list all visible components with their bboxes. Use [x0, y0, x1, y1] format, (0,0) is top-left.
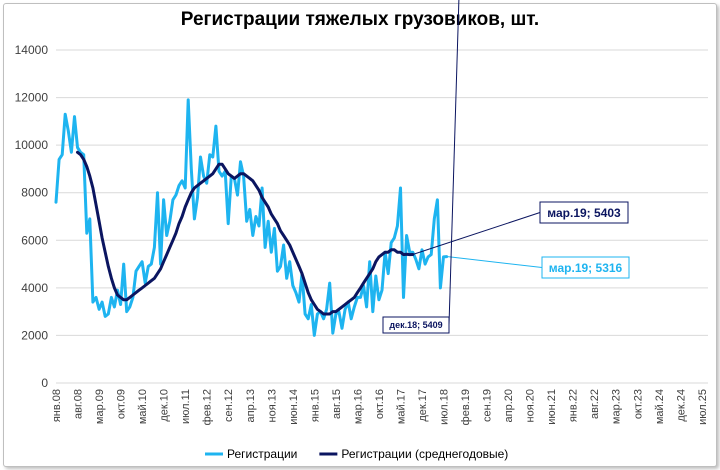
- x-tick-label: сен.12: [223, 389, 235, 422]
- x-tick-label: июл.11: [180, 389, 192, 424]
- x-tick-label: дек.17: [417, 389, 429, 422]
- y-tick-label: 2000: [21, 328, 48, 342]
- annotation-box: [539, 201, 629, 224]
- x-tick-label: апр.20: [503, 389, 515, 422]
- annotation-box: [382, 316, 450, 334]
- y-tick-label: 0: [41, 376, 48, 390]
- x-tick-label: ноя.13: [266, 389, 278, 422]
- annotation-box: [541, 256, 630, 279]
- annotation-label: мар.19; 5403: [547, 206, 621, 220]
- annotations: мар.19; 5403 мар.19; 5316 дек.18; 5409: [382, 0, 630, 334]
- legend-label: Регистрации (среднегодовые): [341, 447, 508, 461]
- x-tick-label: авг.15: [331, 389, 343, 419]
- x-tick-label: июл.18: [439, 389, 451, 425]
- annotation-leader: [448, 0, 460, 326]
- annotation-label: мар.19; 5316: [549, 261, 623, 275]
- series-lines: [54, 98, 449, 337]
- x-tick-label: ноя.20: [525, 389, 537, 422]
- annotation-leader: [412, 212, 541, 255]
- x-tick-label: авг.08: [73, 389, 85, 419]
- x-tick-label: июн.14: [288, 389, 300, 425]
- annotation-label: дек.18; 5409: [389, 320, 442, 330]
- y-tick-label: 8000: [21, 186, 48, 200]
- x-tick-label: мар.23: [611, 389, 623, 424]
- y-axis: 0 2000 4000 6000 8000 10000 12000 14000: [15, 43, 49, 390]
- x-tick-label: май.17: [395, 389, 407, 424]
- x-tick-label: окт.23: [632, 389, 644, 419]
- x-tick-label: фев.19: [460, 389, 472, 425]
- y-tick-label: 12000: [15, 91, 49, 105]
- chart-frame: [3, 3, 717, 467]
- series-line-1: [54, 98, 449, 337]
- chart-title: Регистрации тяжелых грузовиков, шт.: [180, 9, 540, 30]
- x-tick-label: май.10: [137, 389, 149, 424]
- x-tick-label: апр.13: [245, 389, 257, 422]
- y-tick-label: 6000: [21, 233, 48, 247]
- x-tick-label: окт.16: [374, 389, 386, 419]
- x-tick-label: янв.15: [309, 389, 321, 422]
- x-tick-label: мар.09: [94, 389, 106, 424]
- x-tick-label: дек.24: [675, 389, 687, 422]
- y-tick-label: 10000: [15, 138, 49, 152]
- x-tick-label: сен.19: [482, 389, 494, 422]
- x-tick-label: июл.25: [697, 389, 709, 425]
- legend-label: Регистрации: [227, 447, 297, 461]
- annotation-leader: [446, 256, 543, 268]
- y-tick-label: 4000: [21, 281, 48, 295]
- x-tick-label: мар.16: [352, 389, 364, 424]
- x-tick-label: янв.22: [568, 389, 580, 422]
- legend: Регистрации Регистрации (среднегодовые): [205, 447, 508, 461]
- x-axis: янв.08 авг.08 мар.09 окт.09 май.10 дек.10 июл.…: [51, 389, 709, 425]
- x-tick-label: авг.22: [589, 389, 601, 419]
- series-line-2: [76, 150, 415, 316]
- x-tick-label: июн.21: [546, 389, 558, 425]
- x-tick-label: янв.08: [51, 389, 63, 422]
- x-tick-label: май.24: [654, 389, 666, 424]
- x-tick-label: дек.10: [159, 389, 171, 422]
- x-tick-label: окт.09: [116, 389, 128, 419]
- x-tick-label: фев.12: [202, 389, 214, 425]
- y-tick-label: 14000: [15, 43, 49, 57]
